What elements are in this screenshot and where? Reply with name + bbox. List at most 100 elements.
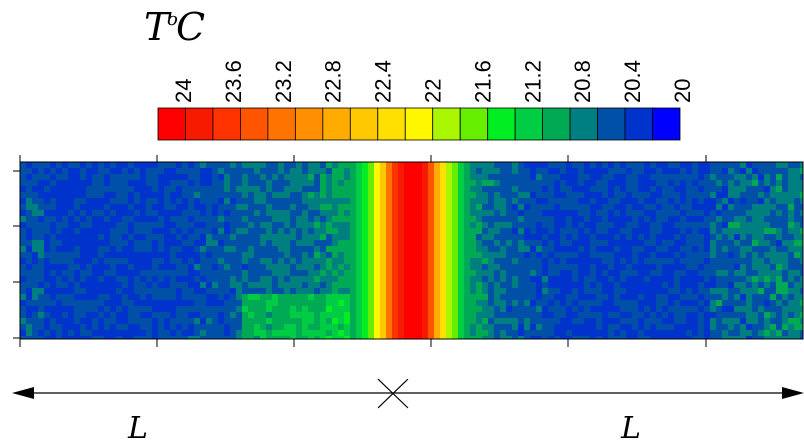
heatmap-cell — [50, 186, 57, 193]
heatmap-cell — [578, 330, 585, 337]
heatmap-cell — [446, 246, 453, 253]
heatmap-cell — [434, 258, 441, 265]
heatmap-cell — [344, 210, 351, 217]
heatmap-cell — [92, 168, 99, 175]
heatmap-cell — [122, 162, 129, 169]
heatmap-cell — [470, 192, 477, 199]
heatmap-cell — [470, 228, 477, 235]
heatmap-cell — [386, 276, 393, 283]
heatmap-cell — [86, 330, 93, 337]
heatmap-cell — [62, 240, 69, 247]
heatmap-cell — [194, 216, 201, 223]
heatmap-cell — [314, 306, 321, 313]
heatmap-cell — [254, 324, 261, 331]
heatmap-cell — [284, 222, 291, 229]
heatmap-cell — [500, 252, 507, 259]
heatmap-cell — [44, 228, 51, 235]
heatmap-cell — [62, 306, 69, 313]
heatmap-cell — [698, 222, 705, 229]
heatmap-cell — [236, 198, 243, 205]
heatmap-cell — [146, 294, 153, 301]
heatmap-cell — [452, 318, 459, 325]
heatmap-cell — [590, 168, 597, 175]
heatmap-cell — [704, 312, 711, 319]
heatmap-cell — [416, 282, 423, 289]
heatmap-cell — [494, 192, 501, 199]
heatmap-cell — [98, 228, 105, 235]
heatmap-cell — [782, 288, 789, 295]
heatmap-cell — [176, 216, 183, 223]
heatmap-cell — [134, 294, 141, 301]
heatmap-cell — [686, 210, 693, 217]
heatmap-cell — [692, 204, 699, 211]
heatmap-cell — [668, 198, 675, 205]
heatmap-cell — [524, 240, 531, 247]
heatmap-cell — [68, 312, 75, 319]
heatmap-cell — [230, 234, 237, 241]
heatmap-cell — [494, 168, 501, 175]
heatmap-cell — [32, 192, 39, 199]
heatmap-cell — [296, 168, 303, 175]
heatmap-cell — [182, 300, 189, 307]
heatmap-cell — [686, 240, 693, 247]
heatmap-cell — [326, 318, 333, 325]
colorbar-swatch — [515, 108, 542, 140]
heatmap-cell — [422, 270, 429, 277]
heatmap-cell — [536, 300, 543, 307]
heatmap-cell — [110, 312, 117, 319]
heatmap-cell — [266, 270, 273, 277]
heatmap-cell — [176, 222, 183, 229]
heatmap-cell — [440, 312, 447, 319]
heatmap-cell — [620, 324, 627, 331]
heatmap-cell — [554, 204, 561, 211]
heatmap-cell — [74, 294, 81, 301]
heatmap-cell — [734, 246, 741, 253]
heatmap-cell — [488, 234, 495, 241]
heatmap-cell — [632, 192, 639, 199]
heatmap-cell — [212, 324, 219, 331]
heatmap-cell — [416, 210, 423, 217]
heatmap-cell — [650, 312, 657, 319]
heatmap-cell — [272, 270, 279, 277]
heatmap-cell — [338, 324, 345, 331]
heatmap-cell — [122, 192, 129, 199]
heatmap-cell — [446, 258, 453, 265]
heatmap-cell — [326, 168, 333, 175]
heatmap-cell — [38, 162, 45, 169]
heatmap-cell — [788, 174, 795, 181]
heatmap-cell — [212, 204, 219, 211]
heatmap-cell — [284, 264, 291, 271]
heatmap-cell — [320, 306, 327, 313]
heatmap-cell — [98, 264, 105, 271]
heatmap-cell — [506, 198, 513, 205]
heatmap-cell — [128, 174, 135, 181]
heatmap-cell — [404, 174, 411, 181]
heatmap-cell — [542, 252, 549, 259]
heatmap-cell — [314, 180, 321, 187]
heatmap-cell — [344, 300, 351, 307]
heatmap-cell — [326, 228, 333, 235]
heatmap-cell — [572, 180, 579, 187]
heatmap-cell — [428, 312, 435, 319]
heatmap-cell — [104, 294, 111, 301]
heatmap-cell — [656, 264, 663, 271]
heatmap-cell — [44, 270, 51, 277]
heatmap-cell — [530, 162, 537, 169]
heatmap-cell — [422, 174, 429, 181]
heatmap-cell — [656, 300, 663, 307]
heatmap-cell — [146, 270, 153, 277]
heatmap-cell — [290, 192, 297, 199]
heatmap-cell — [110, 198, 117, 205]
heatmap-cell — [680, 300, 687, 307]
heatmap-cell — [716, 246, 723, 253]
heatmap-cell — [254, 222, 261, 229]
heatmap-cell — [710, 294, 717, 301]
heatmap-cell — [608, 186, 615, 193]
heatmap-cell — [230, 216, 237, 223]
heatmap-cell — [674, 264, 681, 271]
heatmap-cell — [716, 294, 723, 301]
heatmap-cell — [260, 222, 267, 229]
heatmap-cell — [530, 270, 537, 277]
heatmap-cell — [92, 300, 99, 307]
heatmap-cell — [662, 264, 669, 271]
